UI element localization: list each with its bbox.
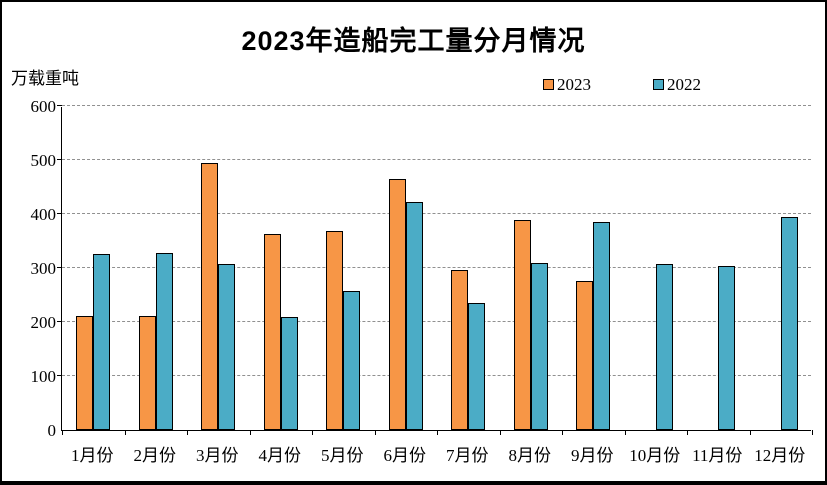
bar-2022-5月份 [343, 291, 360, 430]
legend-item-2022: 2022 [653, 76, 701, 93]
bar-2022-2月份 [155, 253, 173, 430]
x-axis-tick-6 [437, 430, 438, 435]
y-axis-label-600: 600 [30, 97, 57, 116]
x-axis-label-4月份: 4月份 [258, 446, 302, 465]
legend-swatch-2022 [653, 79, 664, 90]
bar-2023-4月份 [263, 234, 281, 430]
y-axis-label-0: 0 [47, 421, 57, 440]
y-axis-tick-300 [57, 267, 62, 268]
bar-2023-7月份 [451, 270, 468, 430]
y-axis-label-200: 200 [30, 313, 57, 332]
x-axis-label-12月份: 12月份 [754, 446, 806, 465]
x-axis-label-6月份: 6月份 [383, 446, 427, 465]
bar-2023-5月份 [326, 231, 343, 430]
y-axis-label-400: 400 [30, 205, 57, 224]
y-axis-tick-400 [57, 213, 62, 214]
x-axis-label-7月份: 7月份 [446, 446, 489, 465]
y-axis-tick-500 [57, 159, 62, 160]
legend-swatch-2023 [543, 79, 554, 90]
bar-2022-7月份 [468, 303, 485, 430]
bar-2022-1月份 [93, 254, 110, 430]
y-axis-label-500: 500 [30, 151, 57, 170]
bar-2023-8月份 [513, 220, 531, 430]
plot-area [57, 105, 813, 435]
x-axis-tick-12 [812, 430, 813, 435]
x-axis-label-2月份: 2月份 [133, 446, 177, 465]
gridline-300 [62, 267, 811, 268]
y-axis-label-300: 300 [30, 259, 57, 278]
x-axis-tick-7 [499, 430, 501, 435]
bar-2022-10月份 [655, 264, 673, 430]
x-axis-tick-1 [124, 430, 126, 435]
legend-label-2023: 2023 [557, 75, 591, 94]
x-axis-tick-11 [749, 430, 751, 435]
y-axis-tick-600 [57, 105, 62, 106]
bar-2023-6月份 [388, 179, 406, 430]
gridline-600 [62, 105, 811, 106]
x-axis-tick-3 [249, 430, 251, 435]
x-axis-label-3月份: 3月份 [196, 446, 239, 465]
y-axis-tick-200 [57, 321, 62, 322]
bar-2022-6月份 [405, 202, 423, 430]
x-axis-tick-2 [187, 430, 188, 435]
bar-2023-9月份 [576, 281, 593, 430]
x-axis-label-10月份: 10月份 [629, 446, 681, 465]
bar-2022-12月份 [780, 217, 798, 430]
x-axis-label-1月份: 1月份 [71, 446, 114, 465]
gridline-200 [62, 321, 811, 322]
bar-2022-9月份 [593, 222, 610, 430]
gridline-100 [62, 375, 811, 376]
legend-item-2023: 2023 [543, 76, 591, 93]
x-axis-label-8月份: 8月份 [508, 446, 552, 465]
x-axis-tick-5 [374, 430, 376, 435]
x-axis-tick-8 [562, 430, 563, 435]
gridline-400 [62, 213, 811, 214]
x-axis-tick-9 [624, 430, 626, 435]
y-axis-label-100: 100 [30, 367, 57, 386]
bar-2022-3月份 [218, 264, 235, 430]
bar-2022-8月份 [530, 263, 548, 430]
x-axis-tick-0 [62, 430, 63, 435]
chart-title: 2023年造船完工量分月情况 [241, 26, 586, 56]
y-axis-unit-label: 万载重吨 [11, 69, 79, 88]
bar-2022-4月份 [280, 317, 298, 430]
x-axis-label-5月份: 5月份 [321, 446, 364, 465]
bar-2023-1月份 [76, 316, 93, 430]
bar-2023-3月份 [201, 163, 218, 430]
y-axis-tick-100 [57, 375, 62, 376]
bar-2022-11月份 [718, 266, 735, 430]
x-axis-label-9月份: 9月份 [571, 446, 614, 465]
legend: 2023 2022 [543, 76, 701, 93]
x-axis-label-11月份: 11月份 [692, 446, 743, 465]
x-axis-tick-10 [687, 430, 688, 435]
x-axis-tick-4 [312, 430, 313, 435]
bar-2023-2月份 [138, 316, 156, 430]
legend-label-2022: 2022 [667, 75, 701, 94]
gridline-500 [62, 159, 811, 160]
